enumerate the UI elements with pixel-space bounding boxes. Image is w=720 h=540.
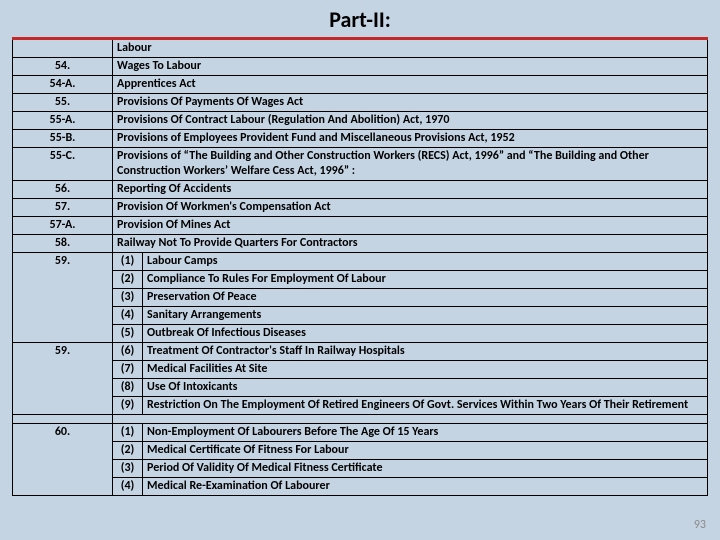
sub-text: Labour Camps — [143, 253, 708, 271]
sub-num: (4) — [113, 478, 143, 496]
header-num — [13, 39, 113, 58]
sub-text: Treatment Of Contractor's Staff In Railw… — [143, 343, 708, 361]
group-num: 59. — [13, 343, 113, 415]
sub-num: (2) — [113, 271, 143, 289]
group-num: 60. — [13, 424, 113, 496]
row-text: Provisions of Employees Provident Fund a… — [113, 130, 708, 148]
sub-num: (8) — [113, 379, 143, 397]
group-num: 59. — [13, 253, 113, 343]
sub-text: Non-Employment Of Labourers Before The A… — [143, 424, 708, 442]
row-num: 56. — [13, 181, 113, 199]
row-num: 55-B. — [13, 130, 113, 148]
sub-text: Medical Certificate Of Fitness For Labou… — [143, 442, 708, 460]
sub-text: Sanitary Arrangements — [143, 307, 708, 325]
sub-text: Compliance To Rules For Employment Of La… — [143, 271, 708, 289]
sub-num: (9) — [113, 397, 143, 415]
row-text: Railway Not To Provide Quarters For Cont… — [113, 235, 708, 253]
sub-text: Outbreak Of Infectious Diseases — [143, 325, 708, 343]
row-text: Provisions Of Contract Labour (Regulatio… — [113, 112, 708, 130]
sub-num: (3) — [113, 289, 143, 307]
sub-text: Restriction On The Employment Of Retired… — [143, 397, 708, 415]
sub-num: (4) — [113, 307, 143, 325]
sub-num: (1) — [113, 424, 143, 442]
page-number: 93 — [694, 518, 706, 532]
sub-num: (2) — [113, 442, 143, 460]
row-text: Provision Of Mines Act — [113, 217, 708, 235]
header-label: Labour — [113, 39, 708, 58]
row-text: Provisions of “The Building and Other Co… — [113, 148, 708, 181]
row-num: 57. — [13, 199, 113, 217]
row-text: Wages To Labour — [113, 58, 708, 76]
row-text: Apprentices Act — [113, 76, 708, 94]
sub-num: (3) — [113, 460, 143, 478]
row-num: 54-A. — [13, 76, 113, 94]
page-title: Part-II: — [0, 0, 720, 37]
sub-text: Use Of Intoxicants — [143, 379, 708, 397]
sub-num: (6) — [113, 343, 143, 361]
row-num: 54. — [13, 58, 113, 76]
sub-text: Medical Facilities At Site — [143, 361, 708, 379]
row-num: 57-A. — [13, 217, 113, 235]
labour-table: Labour54.Wages To Labour54-A.Apprentices… — [12, 37, 708, 496]
sub-num: (7) — [113, 361, 143, 379]
row-num: 58. — [13, 235, 113, 253]
row-text: Provisions Of Payments Of Wages Act — [113, 94, 708, 112]
row-text: Provision Of Workmen's Compensation Act — [113, 199, 708, 217]
row-num: 55-C. — [13, 148, 113, 181]
row-num: 55-A. — [13, 112, 113, 130]
sub-num: (1) — [113, 253, 143, 271]
sub-text: Period Of Validity Of Medical Fitness Ce… — [143, 460, 708, 478]
sub-num: (5) — [113, 325, 143, 343]
sub-text: Medical Re-Examination Of Labourer — [143, 478, 708, 496]
row-num: 55. — [13, 94, 113, 112]
row-text: Reporting Of Accidents — [113, 181, 708, 199]
sub-text: Preservation Of Peace — [143, 289, 708, 307]
